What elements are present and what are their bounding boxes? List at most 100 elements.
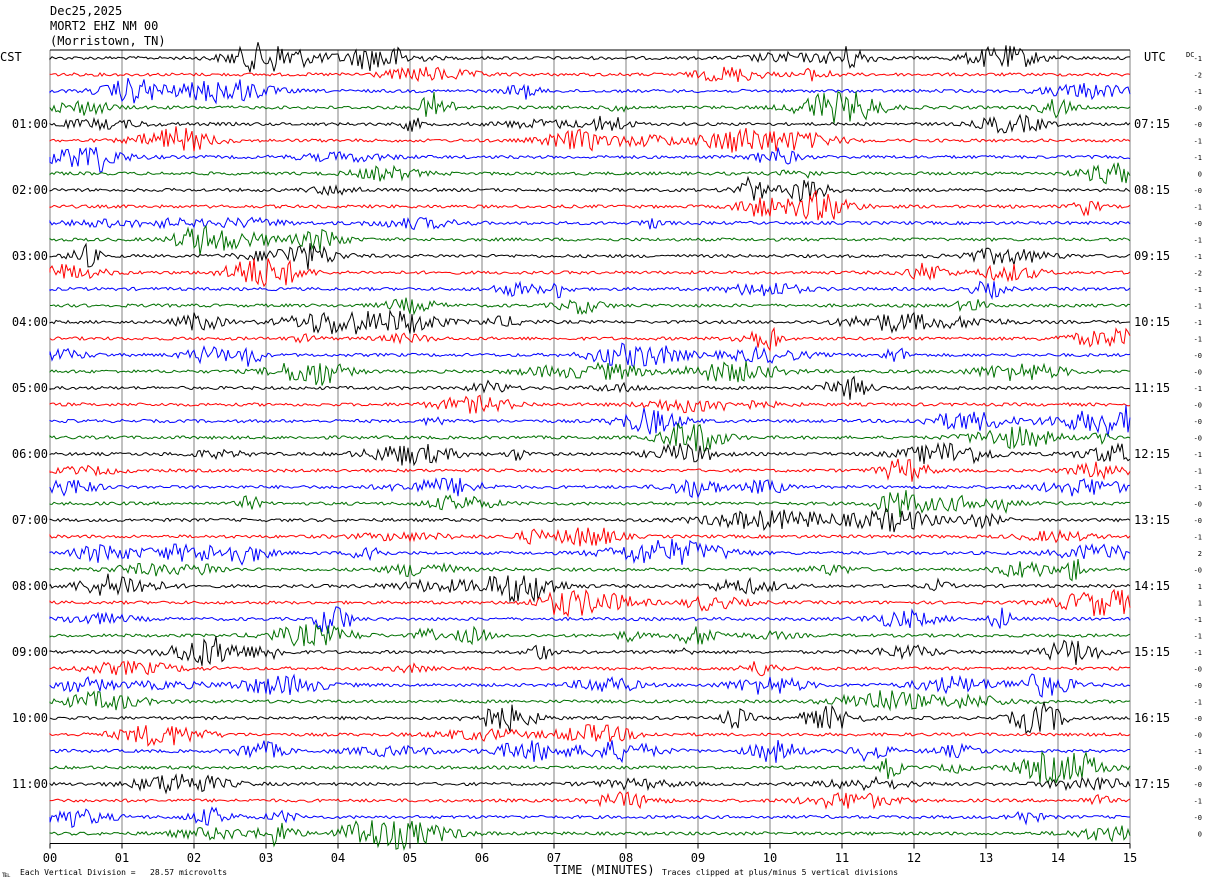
trace-line: [49, 147, 1131, 173]
trace-line: [49, 91, 1131, 124]
dc-offset-label: -0: [1194, 435, 1202, 443]
right-hour-label: 07:15: [1134, 117, 1170, 131]
dc-offset-label: -1: [1194, 336, 1202, 344]
x-tick-label: 04: [331, 851, 345, 865]
dc-offset-label: -0: [1194, 814, 1202, 822]
chart-header: Dec25,2025 MORT2 EHZ NM 00 (Morristown, …: [50, 4, 166, 49]
x-tick-label: 12: [907, 851, 921, 865]
trace-line: [49, 405, 1131, 437]
left-hour-label: 09:00: [12, 645, 48, 659]
header-date: Dec25,2025: [50, 4, 123, 18]
x-tick-label: 00: [43, 851, 57, 865]
trace-line: [49, 309, 1131, 335]
right-hour-label: 15:15: [1134, 645, 1170, 659]
time-grid: [49, 49, 1131, 849]
trace-line: [49, 242, 1131, 270]
x-tick-label: 05: [403, 851, 417, 865]
trace-line: [49, 422, 1131, 452]
x-tick-label: 06: [475, 851, 489, 865]
x-tick-label: 10: [763, 851, 777, 865]
left-hour-label: 05:00: [12, 381, 48, 395]
trace-line: [49, 573, 1131, 603]
x-tick-label: 02: [187, 851, 201, 865]
dc-offset-label: -0: [1194, 369, 1202, 377]
dc-offset-label: -1: [1194, 253, 1202, 261]
dc-offset-label: -1: [1194, 699, 1202, 707]
dc-offset-label: -1: [1194, 55, 1202, 63]
dc-offset-label: 1: [1198, 600, 1202, 608]
dc-offset-label: -1: [1194, 154, 1202, 162]
dc-offset-label: 0: [1198, 831, 1202, 839]
dc-offset-label: 2: [1198, 550, 1202, 558]
dc-offset-label: -0: [1194, 220, 1202, 228]
dc-offset-label: -0: [1194, 732, 1202, 740]
dc-offset-label: -1: [1194, 138, 1202, 146]
trace-line: [49, 673, 1131, 698]
dc-offset-label: -0: [1194, 781, 1202, 789]
dc-offset-label: -1: [1194, 649, 1202, 657]
trace-line: [49, 66, 1131, 83]
dc-offset-label: -0: [1194, 352, 1202, 360]
dc-offset-label: 1: [1198, 583, 1202, 591]
left-hour-label: 01:00: [12, 117, 48, 131]
dc-offset-label: -1: [1194, 468, 1202, 476]
trace-line: [49, 750, 1131, 785]
left-hour-label: 02:00: [12, 183, 48, 197]
x-tick-label: 13: [979, 851, 993, 865]
trace-line: [50, 297, 1131, 316]
dc-offset-label: -1: [1194, 484, 1202, 492]
trace-line: [49, 588, 1131, 618]
trace-line: [49, 77, 1131, 105]
left-hour-label: 04:00: [12, 315, 48, 329]
corner-mark: ℡: [2, 870, 11, 879]
trace-line: [49, 559, 1131, 582]
dc-offset-label: -1: [1194, 319, 1202, 327]
trace-line: [49, 477, 1131, 499]
right-hour-label: 11:15: [1134, 381, 1170, 395]
dc-offset-label: -1: [1194, 451, 1202, 459]
dc-offset-label: -1: [1194, 798, 1202, 806]
dc-offset-label: -1: [1194, 303, 1202, 311]
trace-line: [49, 175, 1131, 203]
seismic-traces: [49, 42, 1131, 851]
dc-header-label: DC: [1186, 51, 1194, 59]
trace-line: [49, 806, 1130, 828]
dc-offset-label: -0: [1194, 105, 1202, 113]
trace-line: [49, 342, 1131, 368]
right-hour-label: 16:15: [1134, 711, 1170, 725]
right-hour-label: 10:15: [1134, 315, 1170, 329]
trace-line: [49, 224, 1131, 256]
x-axis-label: TIME (MINUTES): [553, 863, 654, 877]
dc-offset-label: -1: [1194, 237, 1202, 245]
x-tick-label: 11: [835, 851, 849, 865]
trace-line: [49, 773, 1131, 795]
left-hour-label: 07:00: [12, 513, 48, 527]
trace-line: [49, 490, 1131, 518]
right-hour-label: 09:15: [1134, 249, 1170, 263]
trace-line: [49, 690, 1131, 712]
dc-offset-label: -2: [1194, 270, 1202, 278]
right-hour-label: 13:15: [1134, 513, 1170, 527]
trace-line: [49, 458, 1131, 482]
trace-line: [49, 622, 1131, 647]
scale-note: Each Vertical Division = 28.57 microvolt…: [20, 868, 228, 877]
dc-offset-label: -0: [1194, 666, 1202, 674]
trace-line: [49, 162, 1131, 185]
x-tick-label: 15: [1123, 851, 1137, 865]
x-tick-label: 07: [547, 851, 561, 865]
trace-line: [49, 538, 1131, 566]
trace-line: [49, 42, 1130, 73]
dc-offset-label: -0: [1194, 517, 1202, 525]
dc-offset-label: -0: [1194, 402, 1202, 410]
right-hour-label: 08:15: [1134, 183, 1170, 197]
dc-offset-label: -2: [1194, 72, 1202, 80]
header-location: (Morristown, TN): [50, 34, 166, 48]
dc-offset-label: -0: [1194, 567, 1202, 575]
left-hour-label: 11:00: [12, 777, 48, 791]
dc-offset-label: -1: [1194, 385, 1202, 393]
dc-offset-label: -1: [1194, 633, 1202, 641]
left-hour-label: 10:00: [12, 711, 48, 725]
dc-offset-label: 0: [1198, 171, 1202, 179]
dc-offset-label: -1: [1194, 88, 1202, 96]
